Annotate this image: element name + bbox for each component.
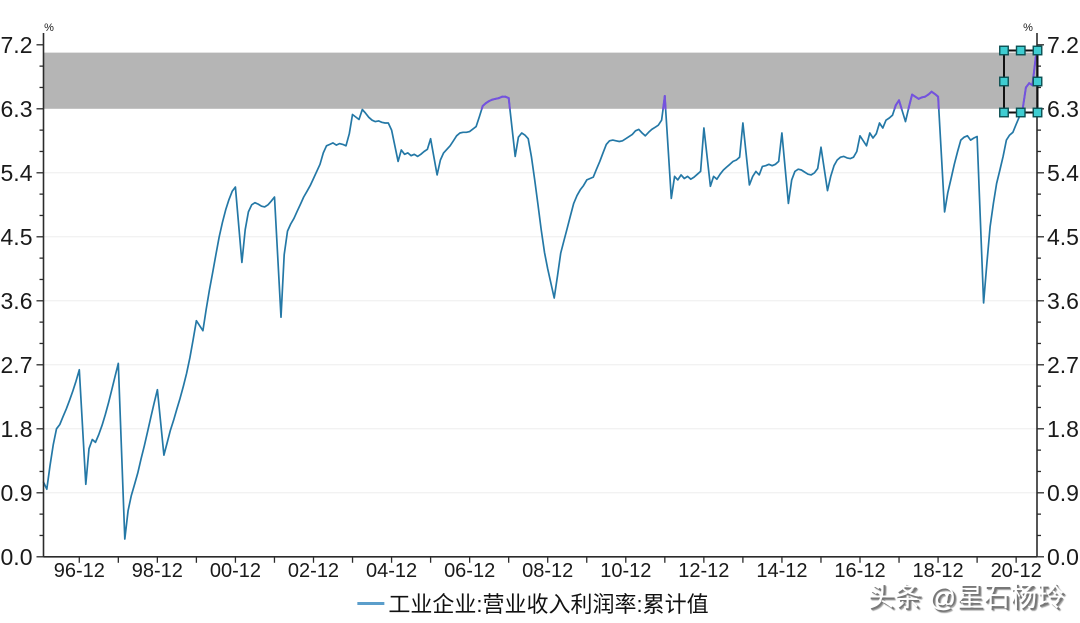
x-tick-label: 18-12 [912,560,963,582]
selection-handle[interactable] [999,76,1009,87]
x-tick-label: 96-12 [54,560,105,582]
selection-handle[interactable] [999,45,1009,56]
percent-label-left: % [44,22,54,34]
y-tick-label-right: 0.9 [1047,480,1079,506]
selection-handle[interactable] [1015,45,1026,56]
highlight-segment [907,93,914,109]
x-tick-label: 98-12 [132,560,183,582]
y-tick-label-left: 3.6 [1,288,33,314]
x-tick-label: 02-12 [288,560,339,582]
y-tick-label-left: 0.9 [1,480,33,506]
y-tick-label-left: 7.2 [1,32,33,58]
y-tick-label-left: 6.3 [1,96,33,122]
highlight-band [43,52,1037,109]
y-tick-label-right: 7.2 [1047,32,1079,58]
selection-handle[interactable] [999,107,1009,118]
legend-label: 工业企业:营业收入利润率:累计值 [388,592,709,617]
x-tick-label: 20-12 [991,560,1042,582]
highlight-segment [898,99,903,110]
y-tick-label-left: 0.0 [1,544,33,570]
percent-label-right: % [1023,22,1033,34]
selection-handle[interactable] [1032,76,1043,87]
y-tick-label-right: 3.6 [1047,288,1079,314]
y-tick-label-right: 4.5 [1047,224,1079,250]
selection-handle[interactable] [1032,45,1043,56]
legend: 工业企业:营业收入利润率:累计值 [357,587,709,619]
x-tick-label: 14-12 [756,560,807,582]
x-tick-label: 06-12 [444,560,495,582]
highlight-segment [663,95,667,110]
x-tick-label: 12-12 [678,560,729,582]
highlight-segment [1021,86,1027,110]
highlight-segment [507,97,511,110]
y-tick-label-left: 4.5 [1,224,33,250]
x-tick-label: 10-12 [600,560,651,582]
selection-handle[interactable] [1032,107,1043,118]
y-tick-label-left: 1.8 [1,416,33,442]
y-tick-label-right: 2.7 [1047,352,1079,378]
y-tick-label-right: 1.8 [1047,416,1079,442]
y-tick-label-right: 5.4 [1047,160,1079,186]
x-tick-label: 00-12 [210,560,261,582]
series-line [42,46,1040,540]
y-tick-label-right: 6.3 [1047,96,1079,122]
x-tick-label: 16-12 [834,560,885,582]
x-tick-label: 04-12 [366,560,417,582]
y-tick-label-left: 5.4 [1,160,33,186]
selection-handle[interactable] [1015,107,1026,118]
y-tick-label-left: 2.7 [1,352,33,378]
legend-line-marker [357,601,385,605]
highlight-segment [937,95,940,110]
y-tick-label-right: 0.0 [1047,544,1079,570]
x-tick-label: 08-12 [522,560,573,582]
